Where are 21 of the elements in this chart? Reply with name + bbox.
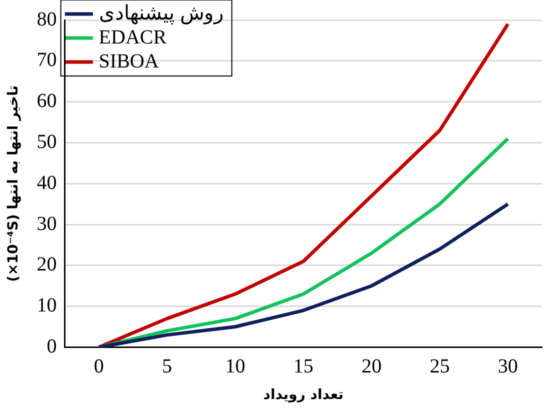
y-tick-label: 50 — [36, 130, 57, 153]
y-tick-label: 40 — [36, 172, 57, 194]
y-tick-label: 10 — [36, 294, 57, 317]
x-tick-label: 5 — [162, 355, 172, 378]
y-tick-label: 0 — [46, 335, 57, 358]
x-tick-label: 10 — [225, 355, 246, 378]
x-tick-label: 30 — [498, 355, 518, 378]
x-tick-label: 20 — [362, 355, 382, 378]
y-tick-label: 60 — [36, 90, 57, 112]
y-tick-label: 80 — [36, 8, 57, 30]
x-tick-label: 0 — [94, 355, 104, 378]
y-tick-label: 30 — [36, 212, 57, 235]
legend-label: EDACR — [98, 26, 168, 48]
x-tick-label: 15 — [293, 355, 314, 378]
legend-label: SIBOA — [98, 50, 160, 72]
y-axis-title: تاخیر انتها به انتها (×10⁻⁴S) — [6, 85, 22, 282]
y-tick-label: 20 — [36, 254, 57, 276]
legend-label: روش پیشنهادی — [98, 2, 224, 24]
y-tick-label: 70 — [36, 49, 57, 72]
x-axis-title: تعداد رویداد — [263, 387, 344, 404]
x-tick-label: 25 — [430, 355, 450, 378]
